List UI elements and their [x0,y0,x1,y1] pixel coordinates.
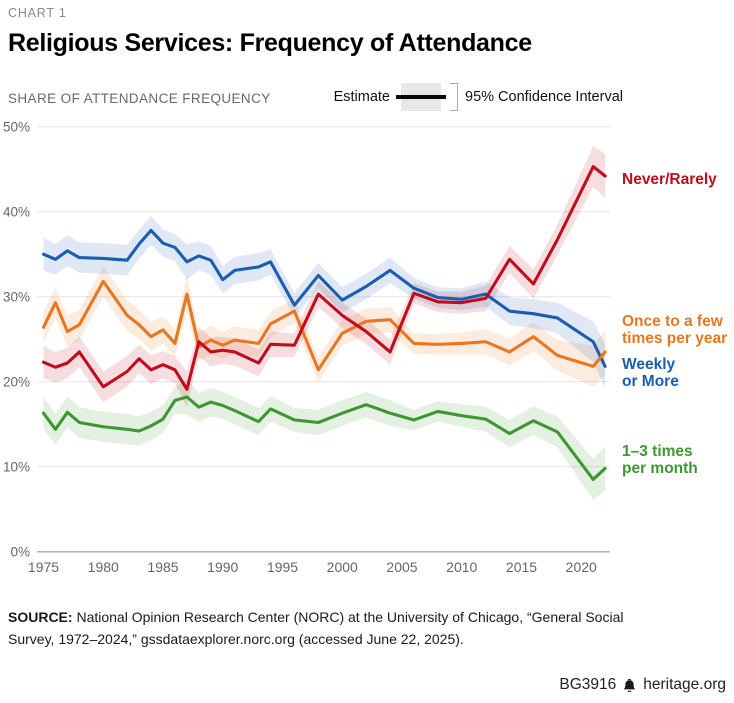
series-label-line: per month [622,460,698,477]
x-tick-label: 2010 [446,559,477,575]
y-tick-label: 0% [10,545,30,560]
y-axis-title: SHARE OF ATTENDANCE FREQUENCY [8,91,271,106]
one-to-three-times-per-month-ci-band [43,379,606,500]
plot-svg: 0% 10% 20% 30% 40% 50% 1975 1980 1985 1990 1995 200… [3,120,610,575]
legend-ci-label: 95% Confidence Interval [465,89,623,105]
chart-kicker: CHART 1 [8,6,67,20]
x-tick-label: 1995 [267,559,298,575]
legend-estimate-label: Estimate [333,89,390,105]
one-to-three-times-per-month-line [41,395,607,482]
series-label-line: 1–3 times [622,443,693,460]
site-name: heritage.org [643,676,726,693]
x-tick-label: 2005 [386,559,417,575]
series-label-weekly-or-more: Weekly or More [622,356,679,390]
x-tick-label: 2000 [327,559,358,575]
series-label-line: Weekly [622,356,676,373]
x-tick-label: 2020 [566,559,597,575]
source-note: SOURCE: National Opinion Research Center… [8,606,626,650]
series-label-line: or More [622,373,679,390]
ci-bracket-icon [450,83,458,111]
y-tick-label: 20% [3,375,30,390]
series-label-line: times per year [622,330,728,347]
source-text: National Opinion Research Center (NORC) … [8,609,624,647]
series-label-never-rarely: Never/Rarely [622,171,717,188]
y-tick-label: 40% [3,205,30,220]
once-to-few-times-per-year-line [41,279,607,372]
weekly-or-more-line [41,228,607,368]
series-label-line: Never/Rarely [622,171,717,188]
series-label-once-to-few: Once to a few times per year [622,313,727,347]
source-label: SOURCE: [8,609,73,625]
report-id: BG3916 [559,676,617,693]
x-tick-label: 1975 [28,559,59,575]
series-label-1-3-times-month: 1–3 times per month [622,443,698,477]
y-tick-label: 30% [3,290,30,305]
legend-estimate-swatch [396,83,446,111]
x-tick-label: 2015 [506,559,537,575]
footer-right: BG3916 heritage.org [559,676,726,694]
y-tick-label: 50% [3,120,30,135]
x-tick-label: 1980 [88,559,119,575]
series-label-line: Once to a few [622,313,723,330]
x-tick-label: 1990 [207,559,238,575]
page-title: Religious Services: Frequency of Attenda… [8,29,532,57]
x-tick-label: 1985 [147,559,178,575]
once-to-few-times-per-year-ci-band [43,266,606,387]
liberty-bell-icon [622,677,637,693]
never-rarely-line [41,165,607,391]
estimate-line-swatch [396,95,446,99]
y-tick-label: 10% [3,460,30,475]
